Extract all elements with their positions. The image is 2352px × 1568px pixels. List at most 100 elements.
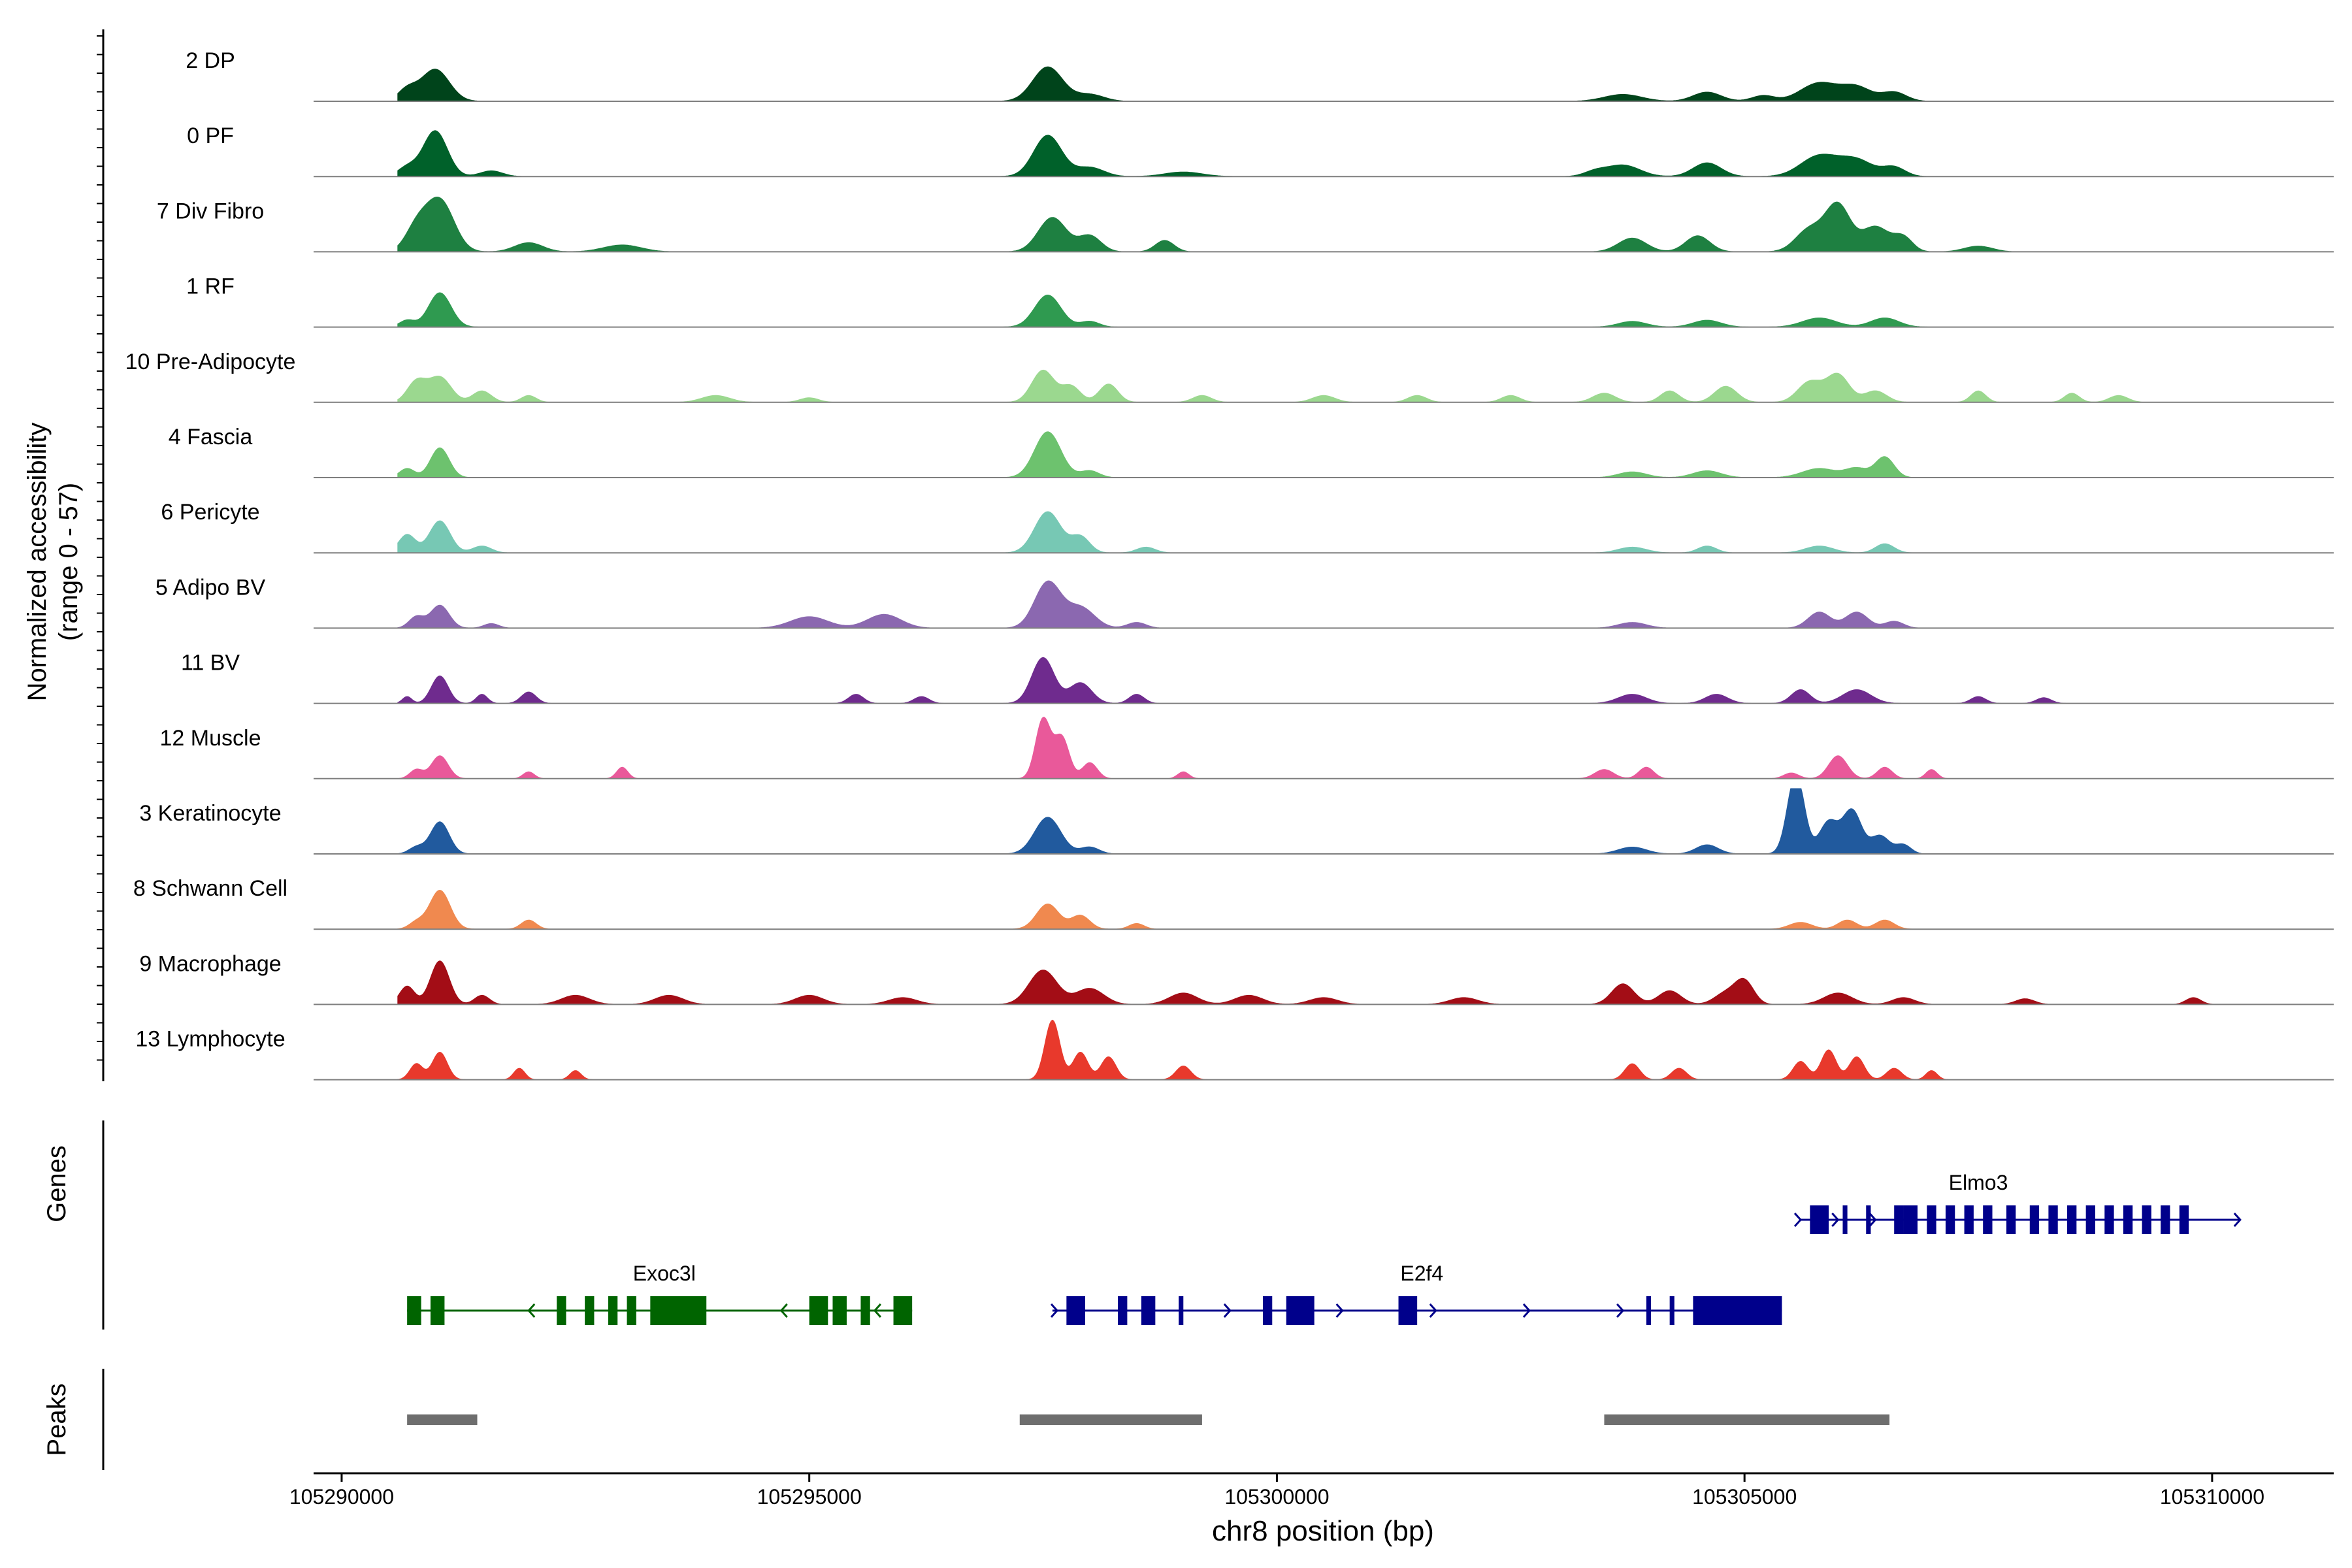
x-tick-label: 105290000 xyxy=(289,1485,394,1509)
strand-arrow xyxy=(1335,1303,1344,1318)
strand-arrow xyxy=(1869,1212,1877,1228)
gene-exon xyxy=(585,1296,595,1325)
coverage-area xyxy=(397,130,2249,177)
track-0-pf: 0 PF xyxy=(187,123,2334,178)
track-label: 13 Lymphocyte xyxy=(135,1027,285,1052)
coverage-area xyxy=(397,511,2249,553)
gene-exon xyxy=(2142,1205,2151,1234)
gene-exon xyxy=(2067,1205,2077,1234)
x-axis-title: chr8 position (bp) xyxy=(1212,1515,1434,1547)
coverage-area xyxy=(397,431,2249,478)
gene-exon xyxy=(1842,1205,1848,1234)
track-label: 2 DP xyxy=(186,48,235,73)
track-5-adipo-bv: 5 Adipo BV xyxy=(155,575,2334,629)
track-label: 9 Macrophage xyxy=(139,951,281,976)
strand-arrow xyxy=(1050,1303,1059,1318)
strand-arrow xyxy=(1831,1212,1840,1228)
peak-track xyxy=(102,1369,1890,1470)
track-label: 11 BV xyxy=(181,651,240,676)
gene-name: Elmo3 xyxy=(1949,1171,2008,1194)
gene-exon xyxy=(893,1296,913,1325)
genes-panel-label: Genes xyxy=(42,1145,71,1222)
gene-exon xyxy=(2104,1205,2114,1234)
gene-exon xyxy=(1903,1205,1918,1234)
strand-arrow xyxy=(779,1303,788,1318)
gene-exon xyxy=(1398,1296,1418,1325)
track-1-rf: 1 RF xyxy=(186,274,2334,328)
gene-exon xyxy=(1669,1296,1674,1325)
gene-exon xyxy=(1983,1205,1993,1234)
x-tick-label: 105295000 xyxy=(757,1485,862,1509)
coverage-area xyxy=(397,196,2249,252)
strand-arrow xyxy=(527,1303,536,1318)
coverage-area xyxy=(397,66,2249,102)
peak-region xyxy=(1019,1414,1202,1425)
gene-exon xyxy=(608,1296,618,1325)
coverage-area xyxy=(397,889,2249,930)
track-13-lymphocyte: 13 Lymphocyte xyxy=(135,1019,2334,1081)
peak-region xyxy=(407,1414,478,1425)
gene-exon xyxy=(407,1296,421,1325)
track-4-fascia: 4 Fascia xyxy=(169,425,2334,478)
track-6-pericyte: 6 Pericyte xyxy=(161,500,2334,554)
gene-e2f4: E2f4 xyxy=(1050,1262,1782,1325)
strand-arrow xyxy=(1223,1303,1232,1318)
gene-exon xyxy=(2161,1205,2170,1234)
gene-exon xyxy=(1964,1205,1974,1234)
gene-exon xyxy=(2006,1205,2016,1234)
gene-exon xyxy=(860,1296,870,1325)
gene-exon xyxy=(809,1296,828,1325)
track-label: 7 Div Fibro xyxy=(157,199,264,223)
gene-exon xyxy=(1066,1296,1085,1325)
y-axis-label: Normalized accessibility xyxy=(23,423,52,702)
strand-arrow xyxy=(1429,1303,1437,1318)
x-axis: 105290000 105295000 105300000 105305000 1053… xyxy=(289,1472,2334,1509)
gene-exon xyxy=(557,1296,566,1325)
gene-exon xyxy=(627,1296,636,1325)
coverage-tracks: 2 DP 0 PF 7 Div Fibro 1 RF 10 Pre-Adipocyte 4… xyxy=(97,29,2334,1081)
track-label: 0 PF xyxy=(187,123,234,148)
coverage-area xyxy=(397,1019,2249,1081)
gene-exon xyxy=(1646,1296,1652,1325)
gene-exon xyxy=(1286,1296,1315,1325)
gene-exon xyxy=(2123,1205,2133,1234)
gene-exon xyxy=(1894,1205,1904,1234)
coverage-area xyxy=(397,580,2249,629)
gene-exon xyxy=(2179,1205,2189,1234)
gene-name: Exoc3l xyxy=(633,1262,696,1285)
gene-exon xyxy=(1810,1205,1829,1234)
gene-exon xyxy=(1927,1205,1936,1234)
gene-exon xyxy=(2048,1205,2058,1234)
coverage-area xyxy=(397,788,2249,855)
gene-exon xyxy=(1118,1296,1128,1325)
strand-arrow xyxy=(1793,1212,1803,1228)
x-tick-label: 105300000 xyxy=(1224,1485,1329,1509)
track-label: 1 RF xyxy=(186,274,235,299)
track-label: 10 Pre-Adipocyte xyxy=(125,350,296,374)
y-axis-title: Normalized accessibility (range 0 - 57) xyxy=(23,423,83,702)
track-label: 12 Muscle xyxy=(160,726,261,751)
track-9-macrophage: 9 Macrophage xyxy=(139,951,2334,1005)
x-tick-label: 105310000 xyxy=(2160,1485,2264,1509)
track-3-keratinocyte: 3 Keratinocyte xyxy=(139,788,2334,855)
peaks-panel-label: Peaks xyxy=(42,1383,71,1456)
coverage-area xyxy=(397,657,2249,704)
strand-arrow xyxy=(873,1303,882,1318)
gene-exon xyxy=(1179,1296,1184,1325)
track-2-dp: 2 DP xyxy=(186,48,2334,102)
gene-exon xyxy=(1945,1205,1955,1234)
track-label: 5 Adipo BV xyxy=(155,575,266,600)
gene-exon xyxy=(650,1296,707,1325)
coverage-area xyxy=(397,717,2249,779)
track-8-schwann-cell: 8 Schwann Cell xyxy=(133,876,2334,930)
gene-name: E2f4 xyxy=(1400,1262,1443,1285)
track-7-div-fibro: 7 Div Fibro xyxy=(157,196,2334,253)
strand-arrow xyxy=(2233,1212,2242,1228)
gene-exon xyxy=(1141,1296,1156,1325)
gene-track: Exoc3l E2f4 Elmo3 xyxy=(102,1120,2242,1330)
gene-exon xyxy=(2029,1205,2040,1234)
gene-exon xyxy=(1866,1205,1871,1234)
track-10-pre-adipocyte: 10 Pre-Adipocyte xyxy=(125,350,2334,403)
track-label: 8 Schwann Cell xyxy=(133,876,287,901)
